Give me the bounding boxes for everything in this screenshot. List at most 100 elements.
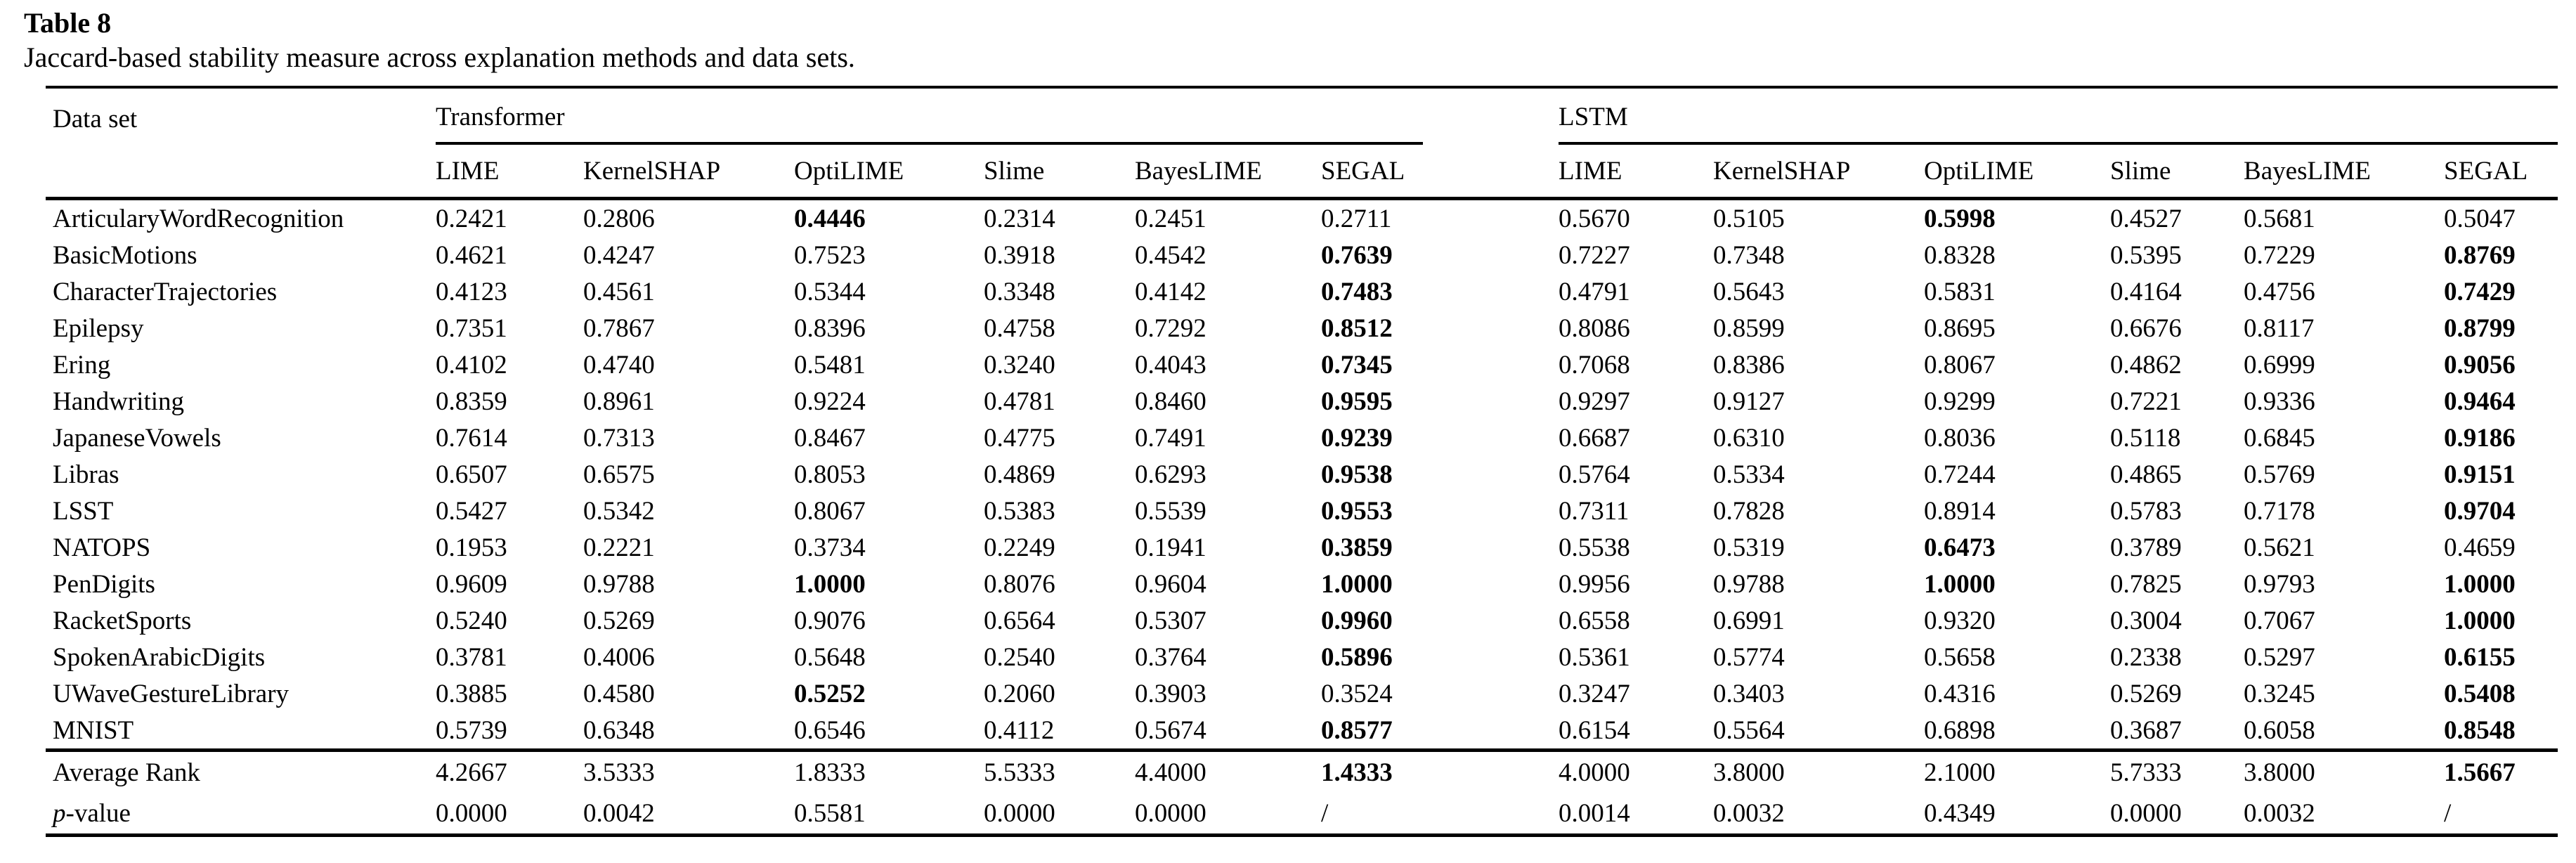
method-header-kernelshap: KernelSHAP [583, 145, 794, 200]
group-header-transformer: Transformer [436, 87, 1559, 145]
cell-value: 0.3903 [1135, 679, 1206, 708]
cell-value: 0.4869 [984, 460, 1055, 489]
cell-value: 0.4561 [583, 277, 655, 306]
cell-value: 3.5333 [583, 758, 655, 787]
cell-value: 0.8577 [1321, 712, 1559, 752]
cell-value: 0.6348 [583, 712, 794, 752]
cell-value: 0.7351 [436, 313, 507, 343]
cell-value: 4.0000 [1559, 758, 1630, 787]
cell-value: 0.5769 [2244, 460, 2315, 489]
cell-value: 0.7828 [1713, 496, 1785, 526]
cell-value: 0.3240 [984, 350, 1055, 379]
cell-value: 0.8359 [436, 387, 507, 416]
cell-value: 0.8769 [2444, 240, 2516, 270]
cell-value: 0.5648 [794, 642, 866, 672]
group-header-row: Data set Transformer LSTM [46, 87, 2558, 200]
cell-value: 3.8000 [1713, 758, 1785, 787]
cell-value: 0.6845 [2244, 423, 2315, 453]
method-header-slime: Slime [984, 145, 1135, 200]
cell-value: 0.7311 [1559, 496, 1629, 526]
cell-value: 0.6155 [2444, 642, 2516, 672]
cell-value: 0.9704 [2444, 496, 2516, 526]
cell-value: 0.7429 [2444, 277, 2516, 306]
cell-value: 0.5581 [794, 793, 984, 837]
table-row: SpokenArabicDigits 0.3781 0.4006 0.5648 0.25… [46, 639, 2558, 675]
cell-value: 0.3764 [1135, 642, 1206, 672]
table-row: MNIST 0.5739 0.6348 0.6546 0.4112 0.5674 0.857… [46, 712, 2558, 752]
cell-value: 0.5896 [1321, 642, 1393, 672]
cell-value: 0.9297 [1559, 387, 1630, 416]
cell-value: 0.9793 [2244, 569, 2315, 599]
cell-value: 3.8000 [2244, 758, 2315, 787]
cell-value: 0.8386 [1713, 350, 1785, 379]
cell-value: 0.9336 [2244, 387, 2315, 416]
cell-value: 0.6676 [2110, 313, 2182, 343]
cell-value: 0.2314 [984, 204, 1055, 233]
table-row: CharacterTrajectories 0.4123 0.4561 0.5344 0… [46, 273, 2558, 310]
cell-value: 0.5307 [1135, 606, 1206, 635]
cell-value: 0.0000 [984, 793, 1135, 837]
method-header-optilime: OptiLIME [1924, 145, 2111, 200]
cell-value: 0.4006 [583, 642, 655, 672]
cell-value: 0.5621 [2244, 533, 2315, 562]
cell-value: 0.5342 [583, 496, 655, 526]
cell-value: 1.4333 [1321, 758, 1393, 787]
cell-value: 0.5383 [984, 496, 1055, 526]
table-caption: Jaccard-based stability measure across e… [24, 41, 855, 73]
cell-value: 0.8548 [2444, 712, 2558, 752]
cell-value: 0.8117 [2244, 313, 2315, 343]
cell-value: 0.1953 [436, 533, 507, 562]
cell-value: 0.4142 [1135, 277, 1206, 306]
summary-label: Average Rank [53, 758, 200, 787]
stability-table: Data set Transformer LSTM LIME KernelSHAP… [46, 86, 2558, 837]
cell-value: 0.5319 [1713, 533, 1785, 562]
cell-value: 0.4756 [2244, 277, 2315, 306]
cell-value: 0.7867 [583, 313, 655, 343]
cell-value: 0.4446 [794, 204, 866, 233]
dataset-name: SpokenArabicDigits [53, 642, 266, 672]
cell-value: 0.2338 [2110, 642, 2182, 672]
cell-value: 5.5333 [984, 758, 1055, 787]
summary-row: Average Rank 4.2667 3.5333 1.8333 5.5333 4.40… [46, 751, 2558, 793]
cell-value: 0.8961 [583, 387, 655, 416]
cell-value: 0.8067 [1924, 350, 1996, 379]
method-header-segal: SEGAL [2444, 145, 2558, 200]
dataset-name: ArticularyWordRecognition [53, 204, 344, 233]
cell-value: 0.6991 [1713, 606, 1785, 635]
cell-value: 0.5539 [1135, 496, 1206, 526]
cell-value: 0.5564 [1713, 712, 1925, 752]
cell-value: 0.6473 [1924, 533, 1996, 562]
cell-value: 0.4758 [984, 313, 1055, 343]
method-header-lime: LIME [436, 145, 583, 200]
cell-value: 0.3348 [984, 277, 1055, 306]
cell-value: 0.5643 [1713, 277, 1785, 306]
cell-value: 0.5674 [1135, 712, 1321, 752]
cell-value: 0.5764 [1559, 460, 1630, 489]
method-header-slime: Slime [2110, 145, 2244, 200]
cell-value: 0.5105 [1713, 204, 1785, 233]
method-header-optilime: OptiLIME [794, 145, 984, 200]
cell-value: 0.3789 [2110, 533, 2182, 562]
cell-value: 0.4102 [436, 350, 507, 379]
dataset-name: Handwriting [53, 387, 185, 416]
cell-value: 0.2421 [436, 204, 507, 233]
cell-value: 0.8067 [794, 496, 866, 526]
cell-value: 0.7244 [1924, 460, 1996, 489]
cell-value: 0.9960 [1321, 606, 1393, 635]
table-row: UWaveGestureLibrary 0.3885 0.4580 0.5252 0.2… [46, 675, 2558, 712]
cell-value: 0.9604 [1135, 569, 1206, 599]
cell-value: 0.8396 [794, 313, 866, 343]
cell-value: 0.4865 [2110, 460, 2182, 489]
cell-value: 0.3918 [984, 240, 1055, 270]
cell-value: 0.5361 [1559, 642, 1630, 672]
cell-value: 0.3781 [436, 642, 507, 672]
cell-value: 0.4621 [436, 240, 507, 270]
cell-value: 0.9595 [1321, 387, 1393, 416]
method-header-kernelshap: KernelSHAP [1713, 145, 1925, 200]
cell-value: 0.9151 [2444, 460, 2516, 489]
cell-value: 0.5774 [1713, 642, 1785, 672]
cell-value: 0.5047 [2444, 204, 2516, 233]
table-row: Ering 0.4102 0.4740 0.5481 0.3240 0.4043 0.734… [46, 346, 2558, 383]
cell-value: 0.7292 [1135, 313, 1206, 343]
cell-value: 0.9239 [1321, 423, 1393, 453]
